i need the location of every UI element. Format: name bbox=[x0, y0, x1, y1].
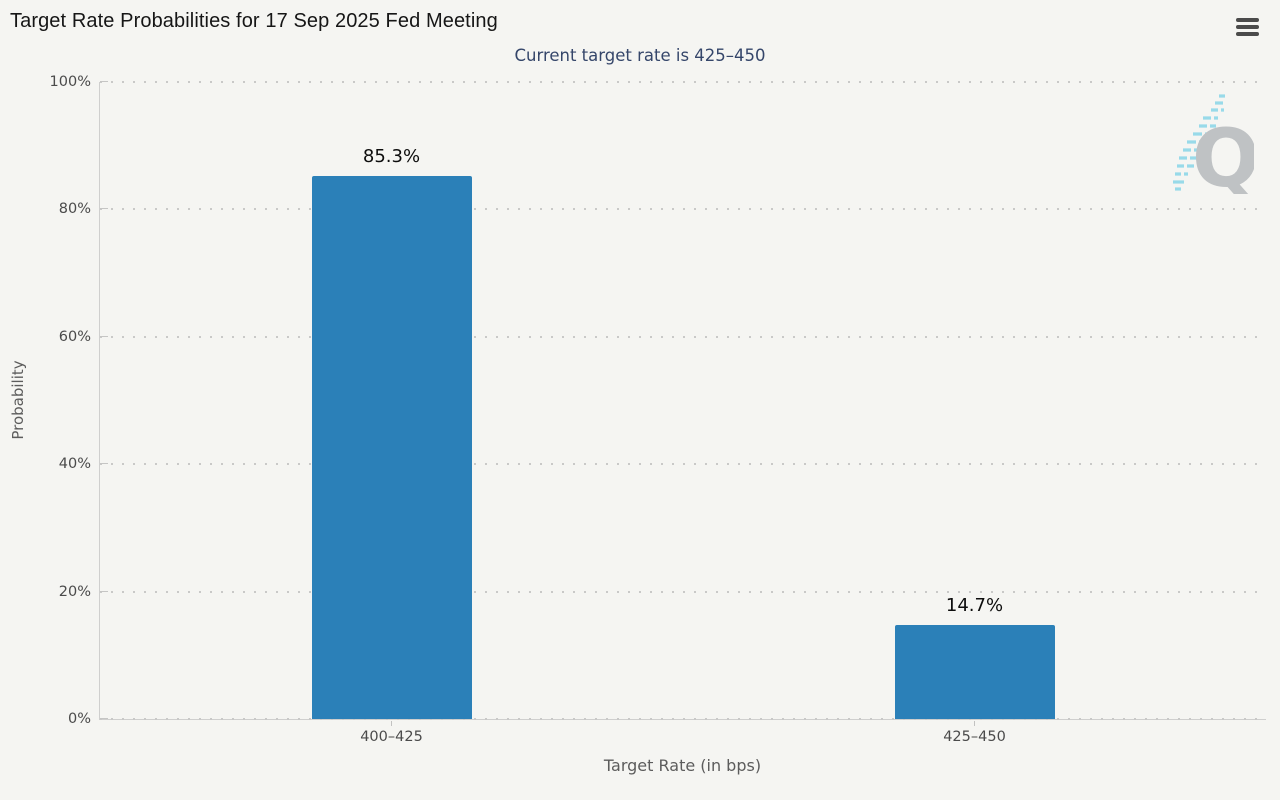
bar[interactable] bbox=[311, 175, 472, 719]
x-tick-mark bbox=[391, 721, 392, 726]
quikstrike-watermark-icon: Q bbox=[1173, 94, 1254, 194]
bar-value-label: 14.7% bbox=[945, 595, 1004, 617]
x-tick-mark bbox=[974, 721, 975, 726]
y-tick-label: 40% bbox=[58, 456, 91, 473]
y-tick-label: 100% bbox=[49, 74, 91, 90]
gridline bbox=[100, 463, 1266, 466]
menu-bar bbox=[1236, 32, 1259, 36]
menu-bar bbox=[1236, 25, 1259, 29]
gridline bbox=[100, 208, 1266, 211]
gridline bbox=[100, 335, 1266, 338]
y-tick-mark bbox=[100, 718, 108, 719]
x-axis-title: Target Rate (in bps) bbox=[603, 756, 762, 775]
y-tick-label: 60% bbox=[58, 328, 91, 345]
menu-bar bbox=[1236, 18, 1259, 22]
gridline bbox=[100, 590, 1266, 593]
x-tick-label: 400–425 bbox=[360, 729, 423, 745]
bar-value-label: 85.3% bbox=[362, 145, 421, 167]
gridline bbox=[100, 718, 1266, 720]
y-tick-mark bbox=[100, 208, 108, 210]
hamburger-menu-icon[interactable] bbox=[1236, 16, 1262, 38]
gridline bbox=[100, 81, 1266, 83]
y-axis-title: Probability bbox=[9, 360, 27, 440]
watermark-letter: Q bbox=[1192, 112, 1254, 194]
y-tick-label: 0% bbox=[67, 711, 91, 727]
chart-title: Target Rate Probabilities for 17 Sep 202… bbox=[10, 10, 498, 32]
y-tick-mark bbox=[100, 335, 108, 337]
y-tick-mark bbox=[100, 463, 108, 465]
y-tick-label: 20% bbox=[58, 583, 91, 600]
y-tick-mark bbox=[100, 81, 108, 82]
x-tick-label: 425–450 bbox=[943, 729, 1006, 745]
plot-area: Q 0% 20% 40% 60% 80% 100% 85.3% 400–425 14.7% 425… bbox=[50, 74, 1266, 745]
y-tick-mark bbox=[100, 590, 108, 592]
y-tick-label: 80% bbox=[58, 201, 91, 218]
bar[interactable] bbox=[894, 625, 1055, 719]
chart-subtitle: Current target rate is 425–450 bbox=[514, 46, 766, 65]
